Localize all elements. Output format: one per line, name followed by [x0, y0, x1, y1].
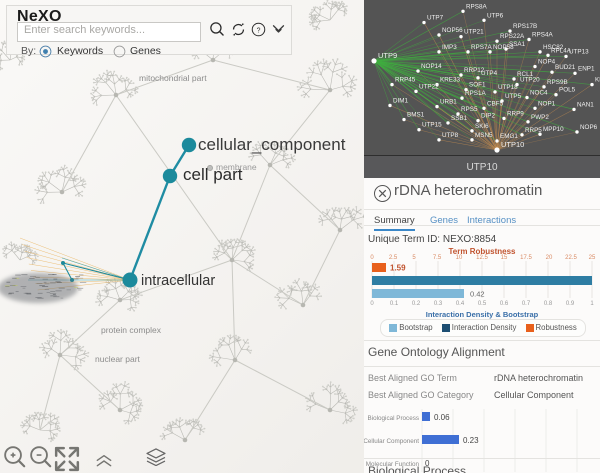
svg-text:12.5: 12.5 — [476, 255, 488, 261]
svg-text:0.9: 0.9 — [566, 301, 575, 307]
svg-text:RPS4A: RPS4A — [532, 31, 553, 38]
svg-text:UTP4: UTP4 — [481, 70, 498, 77]
svg-text:MPP10: MPP10 — [543, 126, 564, 133]
svg-text:UTP5: UTP5 — [505, 93, 522, 100]
svg-text:20: 20 — [546, 255, 553, 261]
svg-text:0.42: 0.42 — [470, 290, 485, 299]
svg-text:UTP7: UTP7 — [427, 15, 444, 22]
svg-text:IMP3: IMP3 — [442, 44, 457, 51]
svg-text:NOP1: NOP1 — [538, 100, 556, 107]
svg-text:2.5: 2.5 — [389, 255, 398, 261]
svg-text:Cellular Component: Cellular Component — [364, 438, 419, 445]
svg-text:10: 10 — [456, 255, 463, 261]
svg-text:0.5: 0.5 — [478, 301, 487, 307]
svg-text:0.2: 0.2 — [412, 301, 421, 307]
svg-text:?: ? — [257, 27, 261, 34]
svg-text:UTP22: UTP22 — [419, 83, 439, 90]
svg-text:URB1: URB1 — [440, 99, 457, 106]
svg-text:0.4: 0.4 — [456, 301, 465, 307]
svg-text:ENP1: ENP1 — [578, 65, 595, 72]
svg-text:0.6: 0.6 — [500, 301, 509, 307]
svg-text:UTP15: UTP15 — [422, 122, 442, 129]
svg-text:CBF5: CBF5 — [487, 100, 504, 107]
svg-text:0.1: 0.1 — [390, 301, 399, 307]
svg-text:UTP9: UTP9 — [378, 51, 397, 60]
svg-text:BMS1: BMS1 — [407, 112, 425, 119]
svg-text:SKI6: SKI6 — [475, 123, 489, 130]
svg-text:RPS7A: RPS7A — [471, 44, 492, 51]
svg-text:BUD21: BUD21 — [555, 64, 576, 71]
svg-text:SSB1: SSB1 — [451, 115, 468, 122]
svg-text:MSN5: MSN5 — [475, 132, 493, 139]
svg-text:UTP18: UTP18 — [498, 84, 518, 91]
svg-text:0: 0 — [370, 255, 374, 261]
svg-text:SOF1: SOF1 — [469, 82, 486, 89]
svg-text:7.5: 7.5 — [433, 255, 442, 261]
svg-text:DIP2: DIP2 — [481, 113, 495, 120]
svg-text:22.5: 22.5 — [565, 255, 577, 261]
svg-text:KRE33: KRE33 — [440, 77, 460, 84]
svg-text:RPS5: RPS5 — [461, 106, 478, 113]
svg-text:UTP21: UTP21 — [464, 29, 484, 36]
svg-text:UTP20: UTP20 — [520, 77, 540, 84]
svg-text:NOP4: NOP4 — [538, 59, 556, 66]
svg-text:0.23: 0.23 — [463, 436, 479, 445]
svg-text:0: 0 — [370, 301, 374, 307]
svg-text:NOP6: NOP6 — [580, 124, 598, 131]
svg-text:NOP14: NOP14 — [421, 63, 442, 70]
svg-text:25: 25 — [589, 255, 596, 261]
svg-text:RPS9B: RPS9B — [547, 79, 568, 86]
svg-text:5: 5 — [412, 255, 416, 261]
svg-text:0.3: 0.3 — [434, 301, 443, 307]
svg-text:NOP56: NOP56 — [442, 27, 463, 34]
svg-text:0.7: 0.7 — [522, 301, 531, 307]
svg-text:1.59: 1.59 — [390, 264, 406, 273]
svg-text:1: 1 — [590, 301, 594, 307]
svg-text:RRP45: RRP45 — [395, 77, 416, 84]
svg-text:RPS8A: RPS8A — [466, 3, 487, 10]
svg-text:SSA1: SSA1 — [509, 41, 526, 48]
svg-text:UTP10: UTP10 — [501, 140, 524, 149]
svg-text:NOC4: NOC4 — [530, 90, 548, 97]
svg-text:RRP9: RRP9 — [507, 110, 524, 117]
svg-text:NAN1: NAN1 — [577, 101, 594, 108]
svg-text:RRP5: RRP5 — [525, 127, 542, 134]
svg-text:RPS1A: RPS1A — [465, 90, 486, 97]
svg-text:UTP6: UTP6 — [487, 12, 504, 19]
svg-text:RPS22A: RPS22A — [500, 33, 525, 40]
svg-text:POL5: POL5 — [559, 87, 576, 94]
svg-text:RPS17B: RPS17B — [513, 23, 537, 30]
svg-text:KR: KR — [595, 77, 600, 84]
svg-text:15: 15 — [501, 255, 508, 261]
svg-text:UTP8: UTP8 — [442, 132, 459, 139]
svg-text:0.06: 0.06 — [434, 413, 450, 422]
svg-text:UTP13: UTP13 — [569, 48, 589, 55]
svg-text:Biological Process: Biological Process — [368, 415, 419, 422]
svg-text:EMG1: EMG1 — [500, 133, 518, 140]
svg-text:DIM1: DIM1 — [393, 97, 409, 104]
svg-text:17.5: 17.5 — [520, 255, 532, 261]
svg-text:0.8: 0.8 — [544, 301, 553, 307]
svg-text:PWP2: PWP2 — [531, 114, 549, 121]
